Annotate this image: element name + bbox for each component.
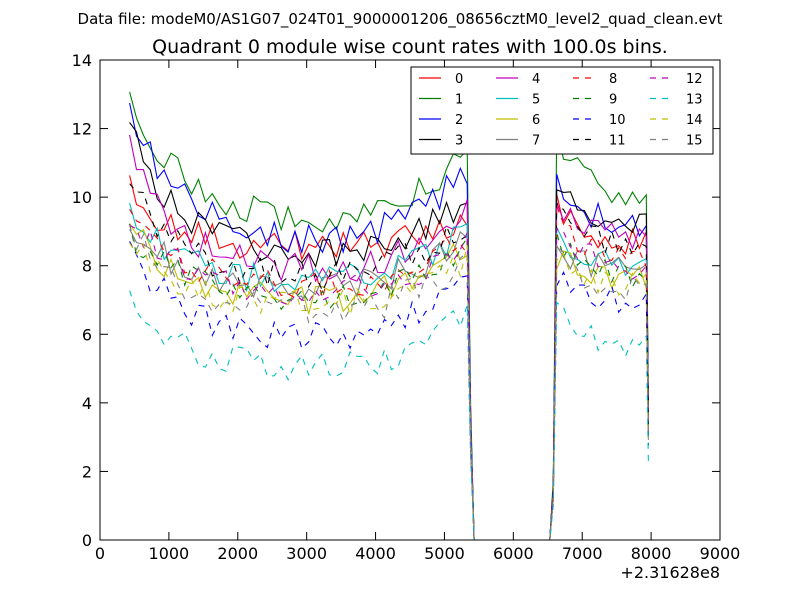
series-lines — [129, 91, 649, 541]
y-tick-label: 6 — [82, 325, 92, 344]
x-tick-label: 7000 — [562, 544, 603, 563]
legend-label-0: 0 — [455, 72, 463, 87]
y-tick-label: 12 — [72, 120, 92, 139]
x-tick-label: 4000 — [355, 544, 396, 563]
legend-label-5: 5 — [532, 93, 540, 108]
x-tick-label: 0 — [95, 544, 105, 563]
legend-label-4: 4 — [532, 72, 540, 87]
x-offset-label: +2.31628e8 — [620, 563, 720, 582]
legend-label-3: 3 — [455, 134, 463, 149]
y-tick-label: 2 — [82, 462, 92, 481]
series-line-13 — [129, 290, 649, 541]
series-line-12 — [129, 224, 649, 541]
legend-label-11: 11 — [609, 134, 626, 149]
plot-frame — [99, 59, 721, 541]
series-line-3 — [129, 122, 649, 541]
y-tick-label: 14 — [72, 51, 92, 70]
axis-ticks: 0 1000 2000 3000 4000 5000 6000 7000 8000 9000 0 2 4… — [72, 51, 741, 563]
series-line-1 — [129, 91, 649, 541]
x-tick-label: 5000 — [424, 544, 465, 563]
series-line-14 — [129, 242, 649, 541]
legend-label-1: 1 — [455, 93, 463, 108]
series-line-6 — [129, 223, 649, 541]
x-tick-label: 8000 — [631, 544, 672, 563]
x-tick-label: 1000 — [149, 544, 190, 563]
series-line-4 — [129, 134, 649, 541]
chart-suptitle: Data file: modeM0/AS1G07_024T01_90000012… — [78, 10, 723, 29]
legend-label-12: 12 — [686, 72, 703, 87]
series-line-9 — [129, 223, 649, 541]
x-tick-label: 6000 — [493, 544, 534, 563]
legend-label-2: 2 — [455, 113, 463, 128]
series-line-0 — [129, 175, 649, 541]
legend-label-13: 13 — [686, 93, 703, 108]
legend-label-8: 8 — [609, 72, 617, 87]
legend-label-7: 7 — [532, 134, 540, 149]
series-line-10 — [129, 241, 649, 541]
x-tick-label: 3000 — [286, 544, 327, 563]
legend-label-6: 6 — [532, 113, 540, 128]
y-tick-label: 8 — [82, 257, 92, 276]
y-tick-label: 4 — [82, 394, 92, 413]
series-line-7 — [129, 229, 649, 541]
x-tick-label: 2000 — [217, 544, 258, 563]
series-line-8 — [129, 205, 649, 541]
y-tick-label: 10 — [72, 188, 92, 207]
y-tick-label: 0 — [82, 531, 92, 550]
legend-label-15: 15 — [686, 134, 703, 149]
legend-label-9: 9 — [609, 93, 617, 108]
legend-label-10: 10 — [609, 113, 626, 128]
series-line-15 — [129, 224, 649, 541]
legend-label-14: 14 — [686, 113, 703, 128]
x-tick-label: 9000 — [700, 544, 741, 563]
chart-title: Quadrant 0 module wise count rates with … — [152, 36, 668, 58]
series-line-11 — [129, 183, 649, 541]
series-line-2 — [129, 102, 649, 541]
